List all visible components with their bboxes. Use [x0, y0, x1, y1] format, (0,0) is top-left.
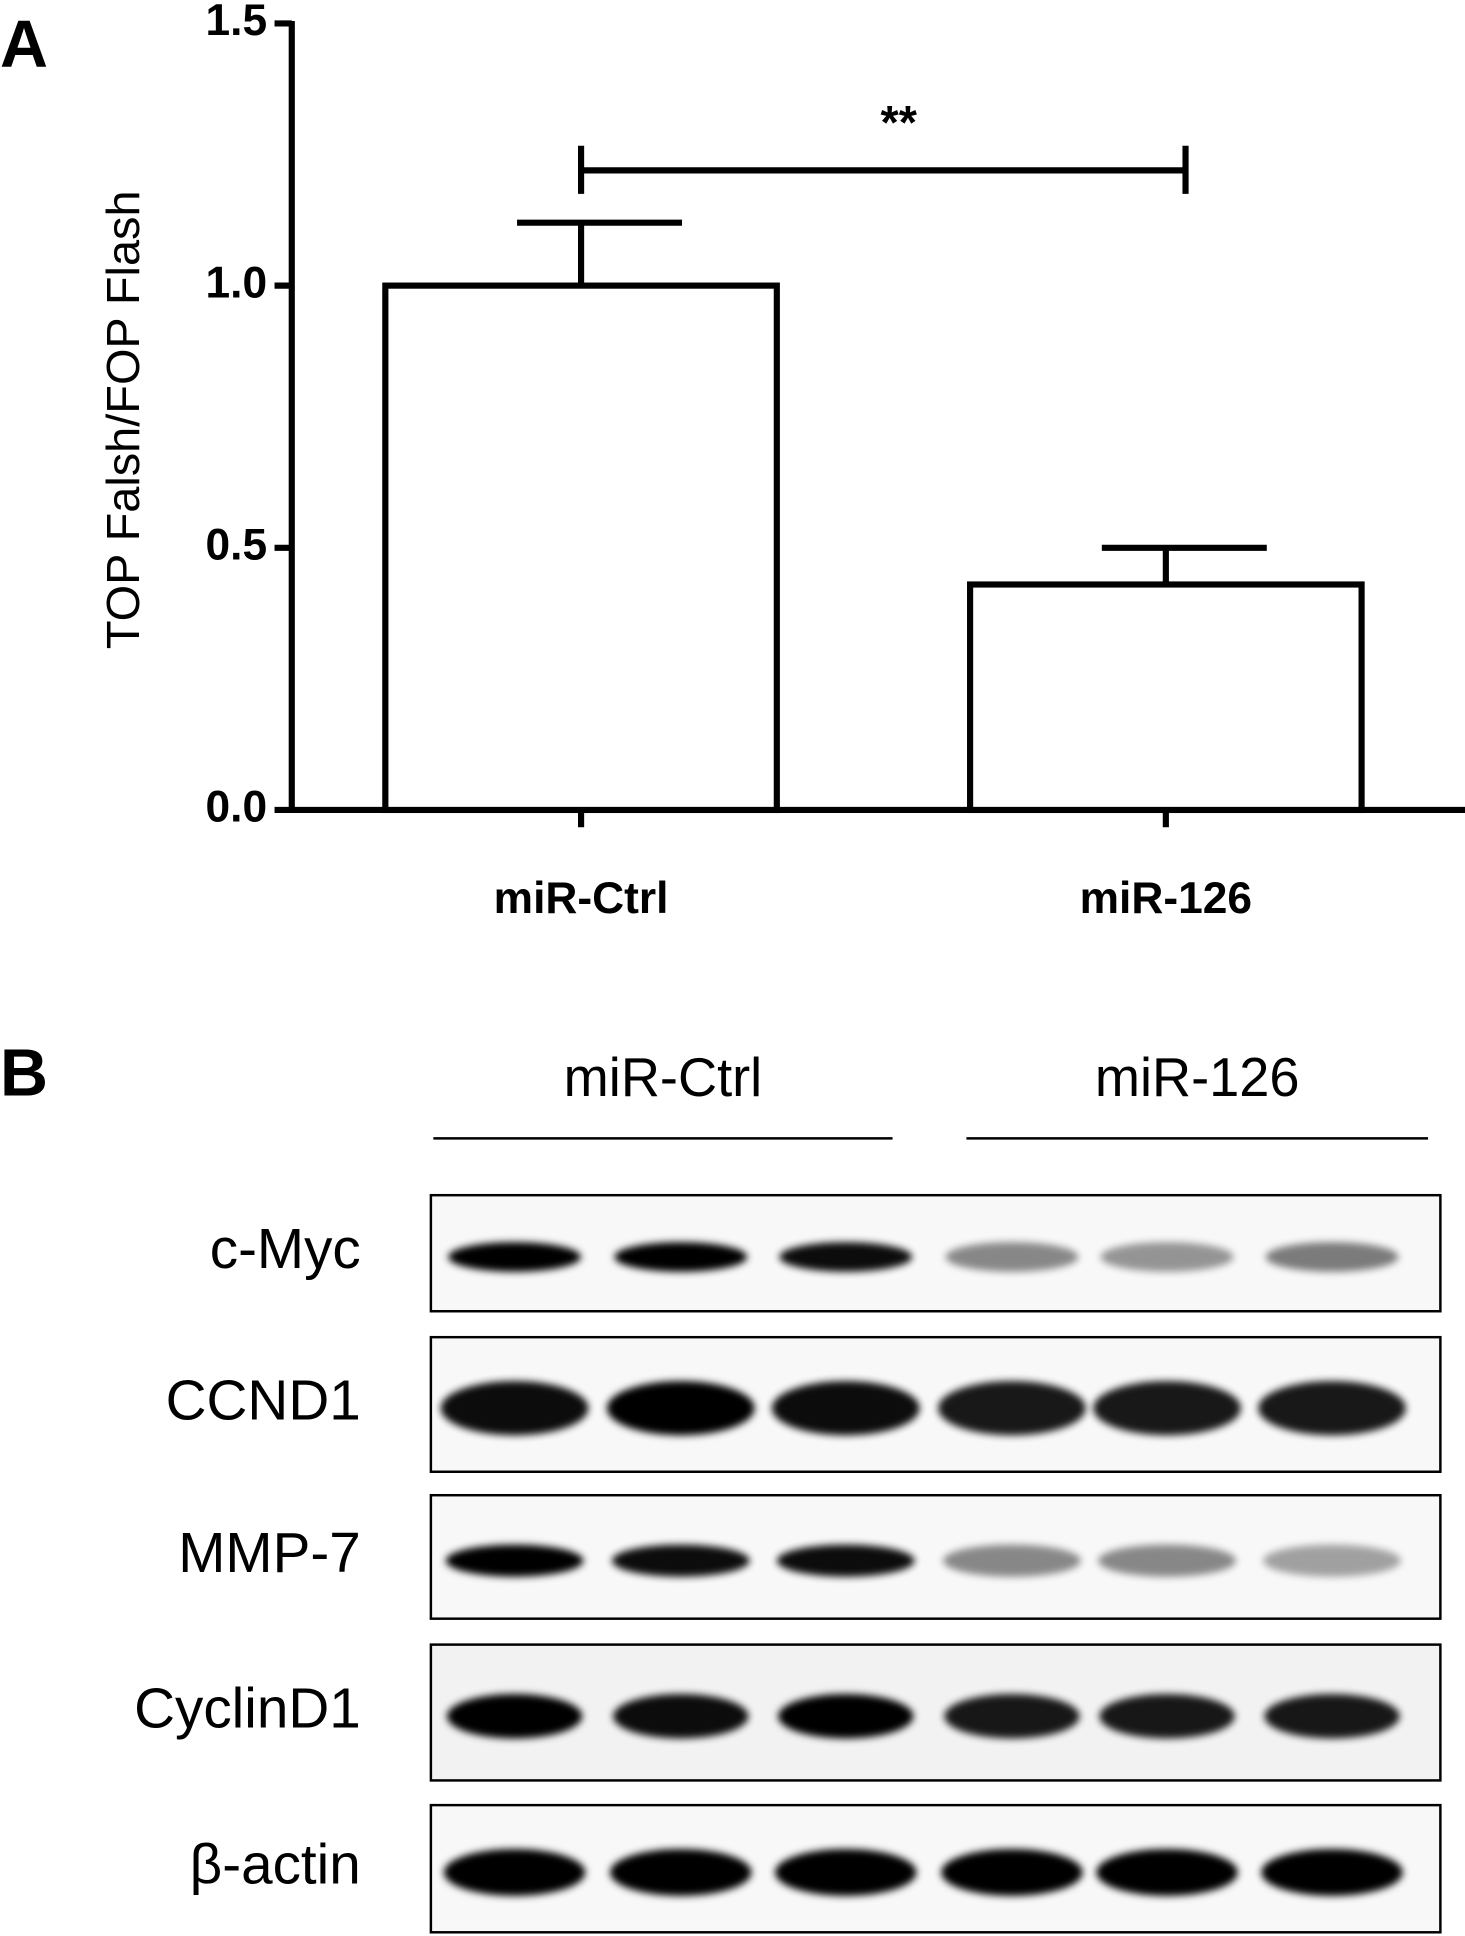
- band: [1263, 1544, 1401, 1577]
- band: [1099, 1694, 1235, 1739]
- band: [445, 1544, 584, 1577]
- bar: [382, 282, 780, 814]
- y-tick-label: 1.5: [206, 0, 268, 45]
- band: [778, 1694, 914, 1739]
- band: [776, 1544, 915, 1577]
- band: [1098, 1544, 1237, 1577]
- band: [613, 1694, 749, 1739]
- row-label: CCND1: [166, 1369, 361, 1432]
- band: [443, 1848, 586, 1896]
- row-label: MMP-7: [178, 1522, 360, 1585]
- panel-label: B: [0, 1036, 48, 1110]
- band: [446, 1694, 583, 1739]
- band: [1093, 1381, 1241, 1436]
- band: [606, 1381, 755, 1436]
- row-label: c-Myc: [210, 1218, 361, 1281]
- band: [1096, 1848, 1238, 1896]
- bar: [967, 581, 1365, 814]
- band: [779, 1242, 913, 1272]
- y-tick-label: 1.0: [206, 258, 268, 307]
- band: [610, 1848, 752, 1896]
- band: [1265, 1242, 1399, 1272]
- band: [944, 1694, 1080, 1739]
- band: [614, 1242, 748, 1272]
- row-label: β-actin: [190, 1834, 361, 1897]
- row-label: CyclinD1: [134, 1677, 361, 1740]
- band: [448, 1242, 582, 1272]
- band: [943, 1544, 1081, 1577]
- band: [1100, 1242, 1234, 1272]
- band: [774, 1848, 917, 1896]
- x-tick-label: miR-Ctrl: [494, 874, 669, 923]
- band: [941, 1848, 1083, 1896]
- band: [945, 1242, 1079, 1272]
- band: [1261, 1848, 1403, 1896]
- panel-label: A: [0, 8, 48, 82]
- group-label: miR-Ctrl: [564, 1048, 763, 1108]
- band: [1258, 1381, 1406, 1436]
- y-tick-label: 0.0: [206, 783, 268, 832]
- annotation: **: [880, 96, 917, 148]
- band: [611, 1544, 750, 1577]
- y-tick-label: 0.5: [206, 520, 268, 569]
- group-label: miR-126: [1095, 1048, 1300, 1108]
- band: [440, 1381, 589, 1436]
- band: [771, 1381, 920, 1436]
- y-axis-label: TOP Falsh/FOP Flash: [97, 190, 149, 649]
- band: [938, 1381, 1086, 1436]
- band: [1264, 1694, 1400, 1739]
- x-tick-label: miR-126: [1080, 874, 1252, 923]
